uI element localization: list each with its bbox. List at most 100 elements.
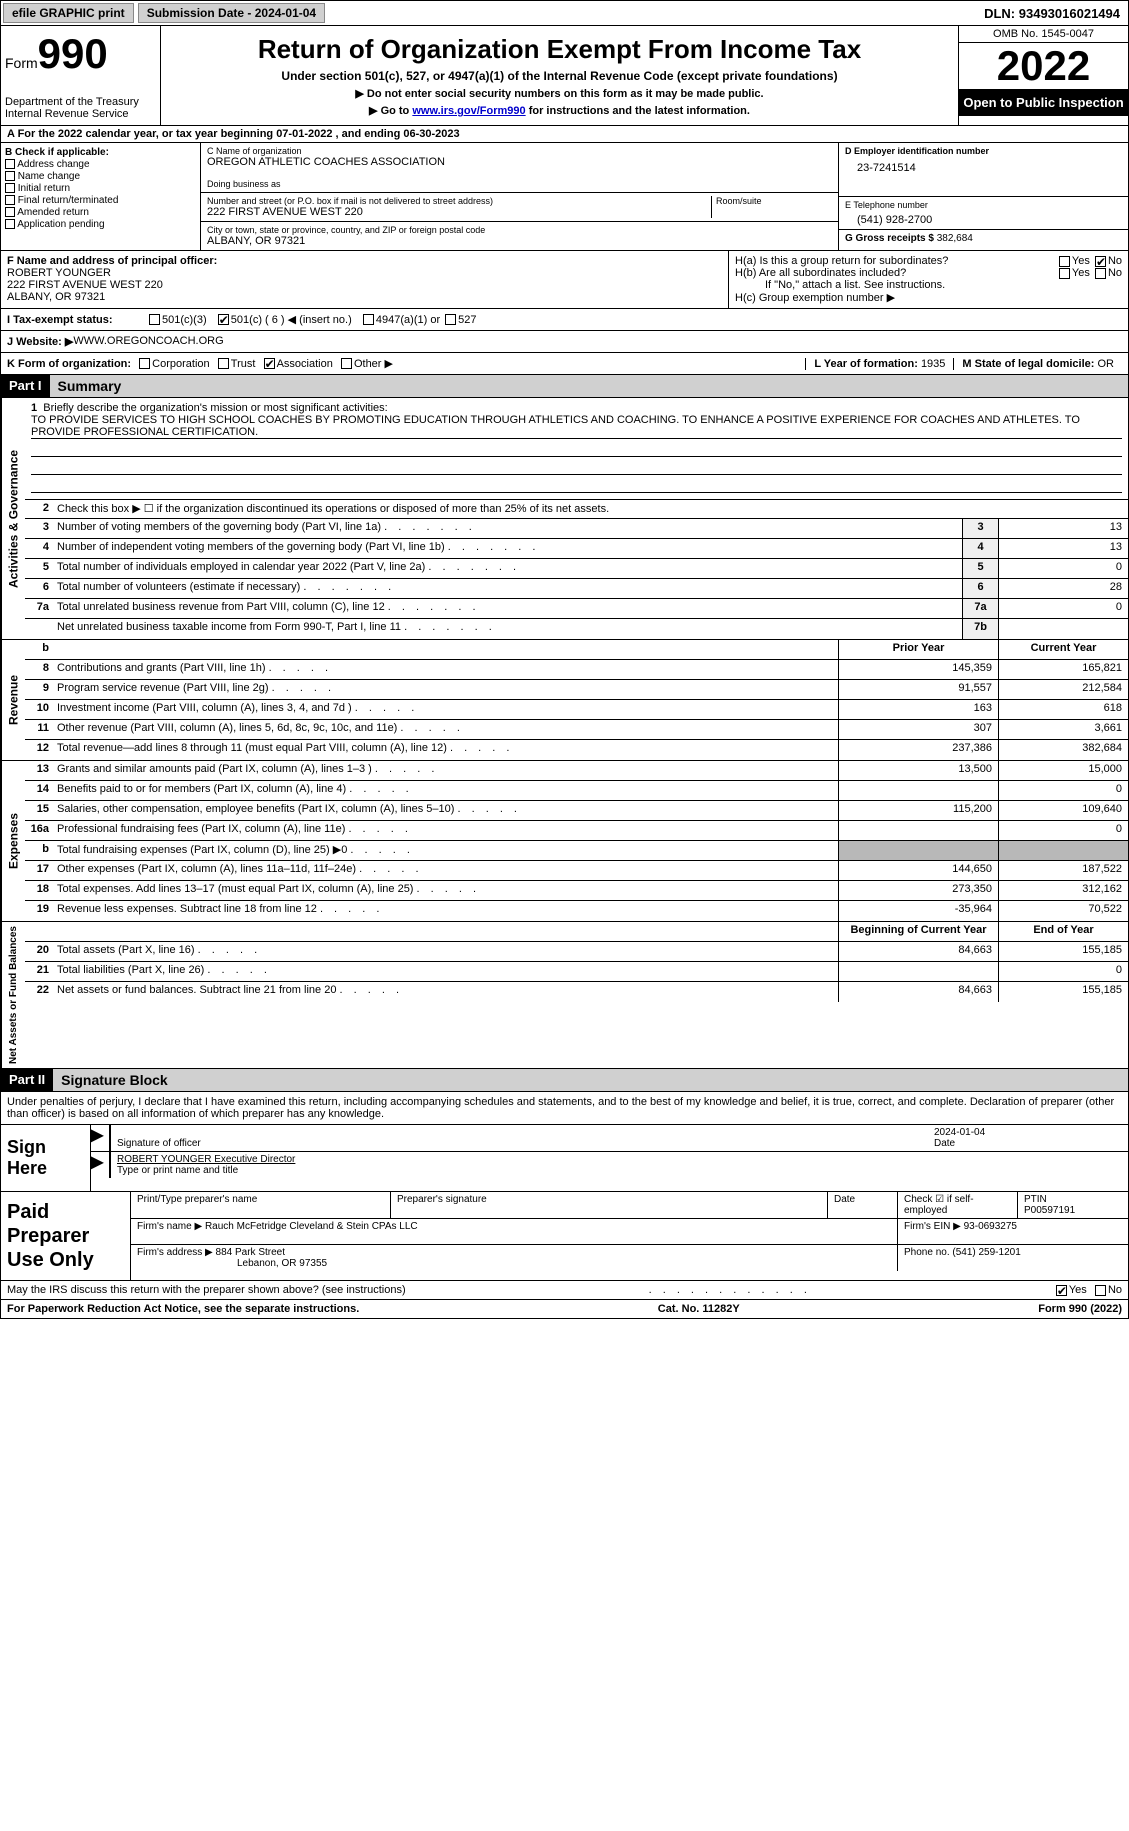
irs-link[interactable]: www.irs.gov/Form990	[412, 105, 525, 117]
officer-label: F Name and address of principal officer:	[7, 255, 722, 267]
prior-value: 115,200	[838, 801, 998, 820]
firm-name-label: Firm's name ▶	[137, 1221, 205, 1232]
vert-rev: Revenue	[1, 640, 25, 760]
revenue-section: Revenue b Prior Year Current Year 8Contr…	[0, 640, 1129, 761]
street-row: Number and street (or P.O. box if mail i…	[201, 193, 838, 222]
group-return: H(a) Is this a group return for subordin…	[728, 251, 1128, 308]
chk-501c[interactable]	[218, 314, 229, 325]
prior-value: 84,663	[838, 942, 998, 961]
row-value: 0	[998, 559, 1128, 578]
current-value: 109,640	[998, 801, 1128, 820]
firm-addr-cell: Firm's address ▶ 884 Park Street Lebanon…	[131, 1245, 898, 1271]
chk-corp[interactable]	[139, 358, 150, 369]
row-box: 3	[962, 519, 998, 538]
chk-527[interactable]	[445, 314, 456, 325]
row-text: Professional fundraising fees (Part IX, …	[53, 821, 838, 840]
row-num: 6	[25, 579, 53, 598]
row-text: Total unrelated business revenue from Pa…	[53, 599, 962, 618]
form-header: Form990 Department of the Treasury Inter…	[0, 26, 1129, 126]
org-name-cell: C Name of organization OREGON ATHLETIC C…	[201, 143, 838, 193]
officer-name-cell: ROBERT YOUNGER Executive Director Type o…	[111, 1152, 1128, 1178]
row-box: 7b	[962, 619, 998, 639]
goto-prefix: ▶ Go to	[369, 105, 412, 117]
row-text: Total expenses. Add lines 13–17 (must eq…	[53, 881, 838, 900]
chk-amended[interactable]: Amended return	[5, 207, 196, 218]
chk-trust[interactable]	[218, 358, 229, 369]
chk-assoc[interactable]	[264, 358, 275, 369]
gross-label: G Gross receipts $	[845, 233, 937, 244]
summary-row: 22Net assets or fund balances. Subtract …	[25, 982, 1128, 1002]
summary-row: 15Salaries, other compensation, employee…	[25, 801, 1128, 821]
phone-label: E Telephone number	[845, 200, 1122, 210]
cat-number: Cat. No. 11282Y	[658, 1303, 740, 1315]
firm-addr2: Lebanon, OR 97355	[137, 1258, 891, 1269]
open-inspection: Open to Public Inspection	[959, 89, 1128, 116]
row-text: Total number of individuals employed in …	[53, 559, 962, 578]
gross-value: 382,684	[937, 233, 973, 244]
row-box: 7a	[962, 599, 998, 618]
officer-name-value: ROBERT YOUNGER Executive Director	[117, 1154, 1122, 1165]
current-value: 165,821	[998, 660, 1128, 679]
chk-other[interactable]	[341, 358, 352, 369]
q1-num: 1	[31, 402, 37, 414]
ha-no-check[interactable]	[1095, 256, 1106, 267]
dln-label: DLN:	[984, 6, 1019, 21]
current-value: 618	[998, 700, 1128, 719]
officer-name: ROBERT YOUNGER	[7, 267, 722, 279]
part2-title: Signature Block	[53, 1069, 1128, 1091]
dln-value: 93493016021494	[1019, 6, 1120, 21]
chk-address-change[interactable]: Address change	[5, 159, 196, 170]
hb-line: H(b) Are all subordinates included? Yes …	[735, 267, 1122, 279]
year-formation: L Year of formation: 1935	[805, 358, 953, 370]
chk-initial-return[interactable]: Initial return	[5, 183, 196, 194]
efile-print-button[interactable]: efile GRAPHIC print	[3, 3, 134, 23]
principal-officer: F Name and address of principal officer:…	[1, 251, 728, 308]
discuss-no-check[interactable]	[1095, 1285, 1106, 1296]
row-num: 8	[25, 660, 53, 679]
sign-here-label: Sign Here	[1, 1125, 91, 1191]
row-num: 4	[25, 539, 53, 558]
firm-addr-label: Firm's address ▶	[137, 1247, 216, 1258]
firm-phone-cell: Phone no. (541) 259-1201	[898, 1245, 1128, 1271]
q2-text: Check this box ▶ ☐ if the organization d…	[53, 500, 1128, 518]
chk-4947[interactable]	[363, 314, 374, 325]
chk-501c3[interactable]	[149, 314, 160, 325]
prior-value: 307	[838, 720, 998, 739]
ein-label: D Employer identification number	[845, 146, 1122, 156]
form-ref: Form 990 (2022)	[1038, 1303, 1122, 1315]
form-number: 990	[38, 30, 108, 77]
row-text: Benefits paid to or for members (Part IX…	[53, 781, 838, 800]
current-value: 187,522	[998, 861, 1128, 880]
row-num: 15	[25, 801, 53, 820]
submission-date-field: Submission Date - 2024-01-04	[138, 3, 325, 23]
hb-no-check[interactable]	[1095, 268, 1106, 279]
row-text: Net assets or fund balances. Subtract li…	[53, 982, 838, 1002]
row-text: Other revenue (Part VIII, column (A), li…	[53, 720, 838, 739]
state-domicile: M State of legal domicile: OR	[953, 358, 1122, 370]
row-num: b	[25, 841, 53, 860]
prior-value	[838, 821, 998, 840]
prior-value: 237,386	[838, 740, 998, 760]
current-value: 70,522	[998, 901, 1128, 921]
current-value: 312,162	[998, 881, 1128, 900]
row-value: 13	[998, 539, 1128, 558]
discuss-yes-check[interactable]	[1056, 1285, 1067, 1296]
current-value: 0	[998, 962, 1128, 981]
row-box: 4	[962, 539, 998, 558]
chk-name-change[interactable]: Name change	[5, 171, 196, 182]
ptin-cell: PTIN P00597191	[1018, 1192, 1128, 1218]
hc-line: H(c) Group exemption number ▶	[735, 291, 1122, 304]
row-num: 9	[25, 680, 53, 699]
dept-irs: Internal Revenue Service	[5, 108, 156, 120]
row-box: 5	[962, 559, 998, 578]
chk-app-pending[interactable]: Application pending	[5, 219, 196, 230]
chk-final-return[interactable]: Final return/terminated	[5, 195, 196, 206]
column-c: C Name of organization OREGON ATHLETIC C…	[201, 143, 838, 250]
hb-yes-check[interactable]	[1059, 268, 1070, 279]
part2-tag: Part II	[1, 1069, 53, 1091]
ha-yes-check[interactable]	[1059, 256, 1070, 267]
room-label: Room/suite	[716, 196, 832, 206]
instruction-ssn: ▶ Do not enter social security numbers o…	[165, 87, 954, 100]
dba-label: Doing business as	[207, 179, 832, 189]
gross-cell: G Gross receipts $ 382,684	[839, 230, 1128, 247]
